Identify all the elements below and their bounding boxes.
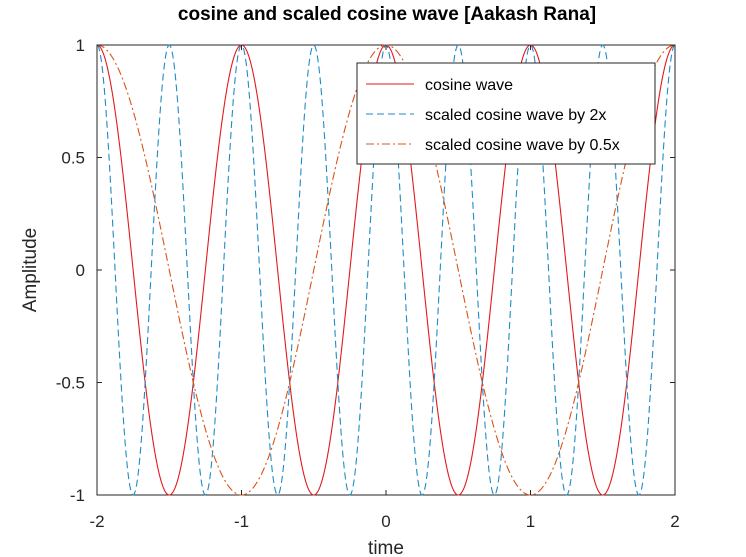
legend-label: cosine wave [425,77,513,94]
x-tick-label: 2 [670,512,679,531]
y-tick-label: 0.5 [61,149,85,168]
x-tick-label: 1 [526,512,535,531]
x-tick-label: 0 [381,512,390,531]
legend: cosine wave scaled cosine wave by 2x scale… [356,62,656,165]
legend-box [356,62,656,165]
x-tick-label: -1 [234,512,249,531]
y-tick-label: 0 [76,261,85,280]
legend-label: scaled cosine wave by 2x [425,107,606,124]
tick-labels: -2 -1 0 1 2-1-0.500.51 [56,36,680,531]
y-tick-label: -0.5 [56,374,85,393]
legend-entries: cosine wave scaled cosine wave by 2x scale… [366,77,620,154]
y-axis-label: Amplitude [20,228,41,313]
y-tick-label: -1 [70,486,85,505]
chart-title: cosine and scaled cosine wave [Aakash Ra… [178,4,596,25]
x-tick-label: -2 [89,512,104,531]
y-tick-label: 1 [76,36,85,55]
legend-label: scaled cosine wave by 0.5x [425,137,620,154]
x-axis-label: time [368,538,404,557]
ticks-layer [96,44,676,496]
